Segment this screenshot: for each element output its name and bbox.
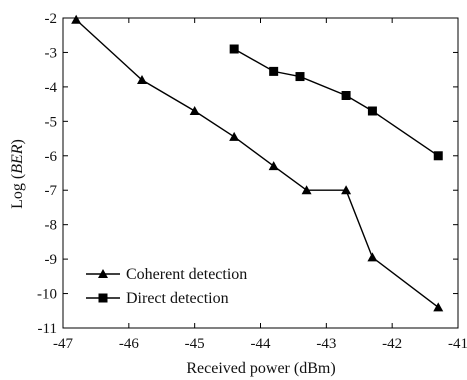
y-tick-label: -9 [45,252,58,268]
square-marker [269,66,279,76]
x-tick-label: -43 [316,336,336,352]
y-axis: -2 -3 -4 -5 -6 -7 -8 -9 -10 -11 [37,11,458,337]
y-tick-label: -11 [38,321,57,337]
legend-label: Direct detection [126,290,229,307]
square-marker [341,91,351,100]
y-axis-title-prefix: Log ( [9,174,26,209]
triangle-marker [189,106,200,115]
triangle-marker [137,75,147,84]
y-tick-label: -6 [45,149,58,165]
series-layer [71,14,444,312]
x-tick-label: -42 [382,336,402,352]
series-line [233,48,439,157]
triangle-marker [229,131,240,141]
square-marker [367,106,377,116]
y-tick-label: -10 [37,287,57,303]
square-marker [433,151,443,161]
triangle-marker [98,269,108,278]
y-tick-label: -3 [45,45,58,61]
y-axis-title-italic: BER [9,144,26,174]
x-tick-label: -44 [251,336,271,352]
x-tick-label: -41 [448,336,467,352]
series-coherent-detection [71,14,444,312]
y-axis-title: Log (BER) [9,139,26,209]
y-tick-label: -7 [45,183,58,199]
legend-item: Coherent detection [86,266,247,283]
x-tick-label: -47 [53,336,73,352]
y-tick-label: -4 [45,80,58,96]
square-marker [229,44,239,54]
square-marker [98,293,108,303]
triangle-marker [301,185,312,195]
legend-item: Direct detection [86,290,229,307]
y-tick-label: -8 [45,218,58,234]
triangle-marker [71,14,82,24]
x-tick-label: -45 [185,336,205,352]
x-axis: -47 -46 -45 -44 -43 -42 -41 [53,18,467,352]
legend-label: Coherent detection [126,266,247,283]
triangle-marker [367,252,378,262]
y-tick-label: -2 [45,11,58,27]
x-tick-label: -46 [119,336,139,352]
y-axis-title-suffix: ) [9,139,26,144]
square-marker [295,72,305,82]
triangle-marker [433,302,444,312]
triangle-marker [268,161,279,171]
x-axis-title: Received power (dBm) [186,360,335,377]
y-tick-label: -5 [45,114,58,130]
legend: Coherent detection Direct detection [86,266,247,307]
series-direct-detection [229,44,443,161]
triangle-marker [341,185,352,195]
